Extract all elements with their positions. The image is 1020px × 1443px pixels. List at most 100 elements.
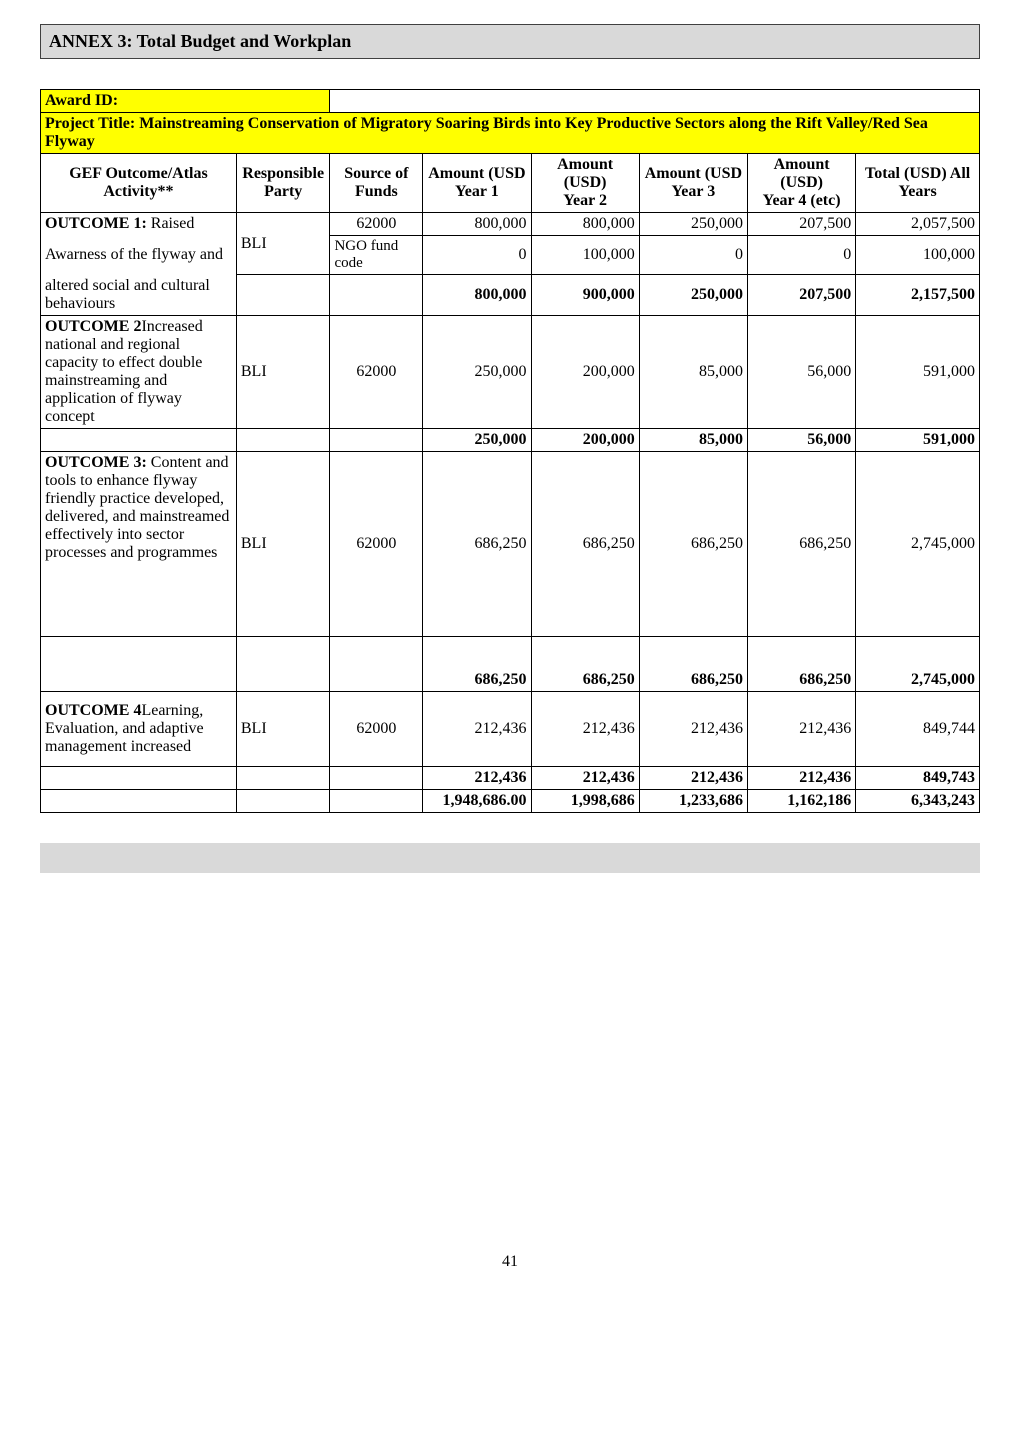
hdr-source-l2: Funds [355,183,398,200]
hdr-year1: Amount (USD Year 1 [423,154,531,213]
hdr-year1-l1: Amount (USD [428,165,525,182]
outcome1-sub-resp [236,275,330,316]
outcome1-row2: Awarness of the flyway and NGO fund code… [41,236,980,275]
hdr-year1-l2: Year 1 [455,183,499,200]
grand-y4: 1,162,186 [748,789,856,812]
grand-y1: 1,948,686.00 [423,789,531,812]
outcome1-r1-y2: 800,000 [531,213,639,236]
outcome1-r1-y4: 207,500 [748,213,856,236]
outcome3-sub-y3: 686,250 [639,636,747,691]
hdr-total: Total (USD) All Years [856,154,980,213]
hdr-responsible-l2: Party [264,183,302,200]
outcome4-row1: OUTCOME 4Learning, Evaluation, and adapt… [41,691,980,766]
hdr-year3: Amount (USD Year 3 [639,154,747,213]
hdr-year3-l1: Amount (USD [645,165,742,182]
outcome1-src-b: NGO fund code [330,236,423,275]
award-id-label: Award ID: [41,90,330,113]
outcome3-sub-t: 2,745,000 [856,636,980,691]
outcome3-r1-t: 2,745,000 [856,451,980,636]
outcome1-r2-y3: 0 [639,236,747,275]
outcome3-r1-y1: 686,250 [423,451,531,636]
outcome4-sub-y1: 212,436 [423,766,531,789]
outcome4-r1-t: 849,744 [856,691,980,766]
outcome1-sub-t: 2,157,500 [856,275,980,316]
outcome2-r1-y2: 200,000 [531,315,639,428]
outcome2-row1: OUTCOME 2Increased national and regional… [41,315,980,428]
hdr-activity-l1: GEF Outcome/Atlas [69,165,208,182]
outcome3-activity: OUTCOME 3: Content and tools to enhance … [41,451,237,636]
outcome1-r2-t: 100,000 [856,236,980,275]
budget-table: Award ID: Project Title: Mainstreaming C… [40,89,980,813]
outcome2-sub-y3: 85,000 [639,428,747,451]
outcome3-sub-y1: 686,250 [423,636,531,691]
outcome3-sub-src [330,636,423,691]
grand-src [330,789,423,812]
page-number: 41 [40,1253,980,1271]
outcome1-subtotal: altered social and cultural behaviours 8… [41,275,980,316]
outcome4-sub-src [330,766,423,789]
project-title: Project Title: Mainstreaming Conservatio… [41,113,980,154]
hdr-year4-l1: Amount (USD) [774,156,830,191]
outcome2-sub-y1: 250,000 [423,428,531,451]
outcome2-r1-y4: 56,000 [748,315,856,428]
hdr-year2: Amount (USD) Year 2 [531,154,639,213]
outcome1-sub-y4: 207,500 [748,275,856,316]
outcome2-sub-activity [41,428,237,451]
hdr-source-l1: Source of [344,165,408,182]
hdr-responsible-l1: Responsible [242,165,324,182]
hdr-year2-l2: Year 2 [563,192,607,209]
outcome4-sub-y4: 212,436 [748,766,856,789]
hdr-activity-l2: Activity** [103,183,173,200]
outcome2-r1-y3: 85,000 [639,315,747,428]
outcome2-activity: OUTCOME 2Increased national and regional… [41,315,237,428]
outcome4-r1-y1: 212,436 [423,691,531,766]
outcome1-r1-t: 2,057,500 [856,213,980,236]
outcome3-sub-resp [236,636,330,691]
outcome1-r1-y3: 250,000 [639,213,747,236]
outcome1-activity-c: altered social and cultural behaviours [41,275,237,316]
outcome1-activity-a: OUTCOME 1: Raised [41,213,237,236]
hdr-year4: Amount (USD) Year 4 (etc) [748,154,856,213]
header-row: GEF Outcome/Atlas Activity** Responsible… [41,154,980,213]
grand-t: 6,343,243 [856,789,980,812]
outcome4-r1-y2: 212,436 [531,691,639,766]
outcome4-src: 62000 [330,691,423,766]
outcome2-sub-t: 591,000 [856,428,980,451]
outcome1-sub-y1: 800,000 [423,275,531,316]
hdr-activity: GEF Outcome/Atlas Activity** [41,154,237,213]
outcome1-resp: BLI [236,213,330,275]
hdr-year4-l2: Year 4 (etc) [763,192,841,209]
outcome3-r1-y2: 686,250 [531,451,639,636]
footer-band [40,843,980,873]
hdr-year3-l2: Year 3 [672,183,716,200]
grand-activity [41,789,237,812]
outcome2-src: 62000 [330,315,423,428]
grand-y2: 1,998,686 [531,789,639,812]
outcome3-row1: OUTCOME 3: Content and tools to enhance … [41,451,980,636]
outcome3-sub-y2: 686,250 [531,636,639,691]
outcome2-sub-resp [236,428,330,451]
outcome4-activity: OUTCOME 4Learning, Evaluation, and adapt… [41,691,237,766]
outcome2-sub-y4: 56,000 [748,428,856,451]
outcome3-r1-y3: 686,250 [639,451,747,636]
outcome4-label: OUTCOME 4 [45,702,141,719]
hdr-total-l2: Years [899,183,937,200]
outcome2-r1-y1: 250,000 [423,315,531,428]
grand-resp [236,789,330,812]
outcome3-subtotal: 686,250 686,250 686,250 686,250 2,745,00… [41,636,980,691]
outcome2-sub-y2: 200,000 [531,428,639,451]
outcome1-r2-y4: 0 [748,236,856,275]
outcome3-r1-y4: 686,250 [748,451,856,636]
outcome1-sub-y3: 250,000 [639,275,747,316]
outcome4-resp: BLI [236,691,330,766]
outcome1-src-a: 62000 [330,213,423,236]
outcome4-subtotal: 212,436 212,436 212,436 212,436 849,743 [41,766,980,789]
outcome4-sub-t: 849,743 [856,766,980,789]
outcome4-r1-y3: 212,436 [639,691,747,766]
hdr-total-l1: Total (USD) All [865,165,970,182]
outcome3-sub-y4: 686,250 [748,636,856,691]
outcome4-sub-y3: 212,436 [639,766,747,789]
outcome3-label: OUTCOME 3: [45,454,147,471]
outcome1-activity-b: Awarness of the flyway and [41,236,237,275]
outcome2-resp: BLI [236,315,330,428]
